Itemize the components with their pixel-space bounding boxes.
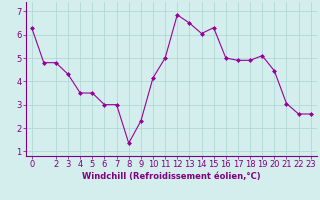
X-axis label: Windchill (Refroidissement éolien,°C): Windchill (Refroidissement éolien,°C) [82, 172, 260, 181]
